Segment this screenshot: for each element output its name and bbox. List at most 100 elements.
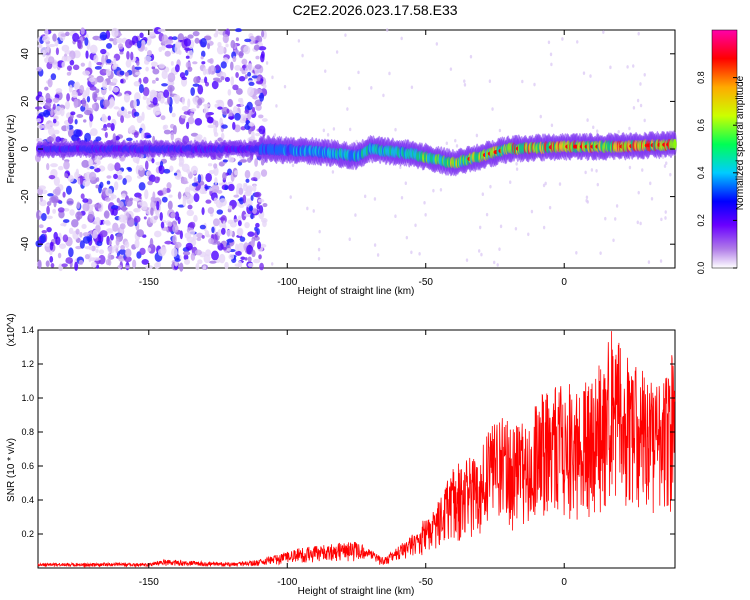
heatmap-cell (215, 28, 219, 36)
snr-y-multiplier: (x10^4) (6, 313, 17, 346)
heatmap-cell (118, 248, 127, 255)
x-tick-label: 0 (561, 277, 567, 288)
heatmap-cell (129, 197, 134, 202)
heatmap-cell (135, 71, 141, 76)
heatmap-cell (255, 222, 260, 228)
heatmap-cell (66, 71, 72, 76)
heatmap-cell (114, 162, 121, 172)
heatmap-cell (271, 262, 274, 266)
heatmap-cell (74, 119, 78, 125)
heatmap-cell (207, 163, 213, 167)
heatmap-cell (228, 116, 235, 120)
heatmap-cell (79, 84, 85, 94)
heatmap-cell (331, 170, 335, 174)
heatmap-cell (133, 215, 141, 223)
heatmap-cell (218, 253, 226, 264)
heatmap-cell (617, 129, 620, 134)
heatmap-cell (115, 238, 120, 246)
heatmap-cell (161, 45, 166, 51)
heatmap-cell (664, 210, 667, 214)
heatmap-cell (241, 210, 247, 221)
heatmap-cell (373, 243, 377, 247)
heatmap-cell (120, 245, 126, 250)
heatmap-cell (250, 194, 254, 202)
heatmap-cell (167, 200, 173, 210)
heatmap-cell (106, 180, 111, 185)
heatmap-cell (228, 109, 233, 118)
heatmap-cell (113, 181, 119, 191)
heatmap-cell (589, 74, 592, 78)
heatmap-cell (226, 229, 233, 237)
heatmap-cell (273, 133, 277, 137)
heatmap-cell (125, 39, 133, 49)
heatmap-cell (162, 187, 168, 195)
heatmap-cell (124, 241, 130, 249)
heatmap-cell (41, 212, 47, 222)
heatmap-cell (414, 223, 417, 228)
heatmap-cell (186, 121, 190, 130)
heatmap-cell (112, 86, 119, 93)
heatmap-cell (124, 248, 132, 258)
heatmap-cell (183, 38, 192, 47)
heatmap-cell (584, 170, 587, 175)
heatmap-cell (57, 252, 62, 259)
heatmap-cell (195, 262, 200, 271)
heatmap-cell (256, 203, 260, 210)
heatmap-cell (258, 254, 262, 260)
heatmap-cell (48, 126, 55, 136)
heatmap-cell (346, 107, 349, 111)
heatmap-cell (89, 113, 94, 122)
heatmap-cell (248, 81, 255, 86)
heatmap-cell (258, 125, 266, 135)
heatmap-cell (156, 201, 160, 211)
heatmap-cell (485, 212, 489, 217)
heatmap-cell (123, 256, 132, 263)
heatmap-cell (192, 232, 197, 242)
heatmap-cell (230, 39, 236, 49)
heatmap-cell (117, 174, 123, 180)
heatmap-cell (177, 191, 182, 200)
heatmap-cell (122, 214, 128, 224)
spectrogram-heatmap (34, 26, 677, 272)
heatmap-cell (76, 114, 84, 118)
heatmap-cell (109, 196, 114, 201)
x-tick-label: 0 (561, 577, 567, 588)
heatmap-cell (227, 219, 234, 225)
y-tick-label: 1.4 (21, 325, 34, 335)
heatmap-cell (150, 61, 158, 67)
heatmap-cell (103, 210, 110, 219)
heatmap-cell (84, 132, 91, 143)
heatmap-cell (475, 133, 479, 138)
heatmap-cell (177, 216, 181, 225)
heatmap-cell (53, 129, 60, 135)
heatmap-cell (542, 183, 546, 188)
heatmap-cell (558, 182, 562, 186)
heatmap-cell (187, 98, 191, 108)
heatmap-cell (496, 263, 499, 267)
heatmap-cell (647, 260, 651, 264)
heatmap-cell (208, 169, 215, 175)
heatmap-cell (71, 219, 79, 228)
heatmap-cell (66, 93, 70, 102)
heatmap-cell (205, 199, 212, 204)
heatmap-cell (136, 115, 143, 124)
heatmap-cell (632, 106, 636, 110)
heatmap-cell (213, 163, 218, 169)
heatmap-cell (192, 61, 198, 65)
heatmap-cell (213, 166, 219, 177)
heatmap-cell (550, 123, 554, 128)
heatmap-cell (170, 212, 176, 219)
snr-x-axis-label: Height of straight line (km) (298, 586, 415, 597)
heatmap-cell (92, 257, 101, 261)
heatmap-cell (221, 227, 226, 235)
heatmap-cell (271, 75, 274, 80)
heatmap-cell (586, 118, 589, 122)
heatmap-cell (52, 103, 56, 110)
heatmap-cell (262, 219, 267, 228)
heatmap-cell (49, 241, 54, 251)
heatmap-cell (148, 174, 156, 183)
heatmap-cell (128, 126, 136, 134)
heatmap-cell (124, 265, 131, 269)
heatmap-cell (84, 37, 89, 46)
heatmap-cell (78, 259, 84, 266)
